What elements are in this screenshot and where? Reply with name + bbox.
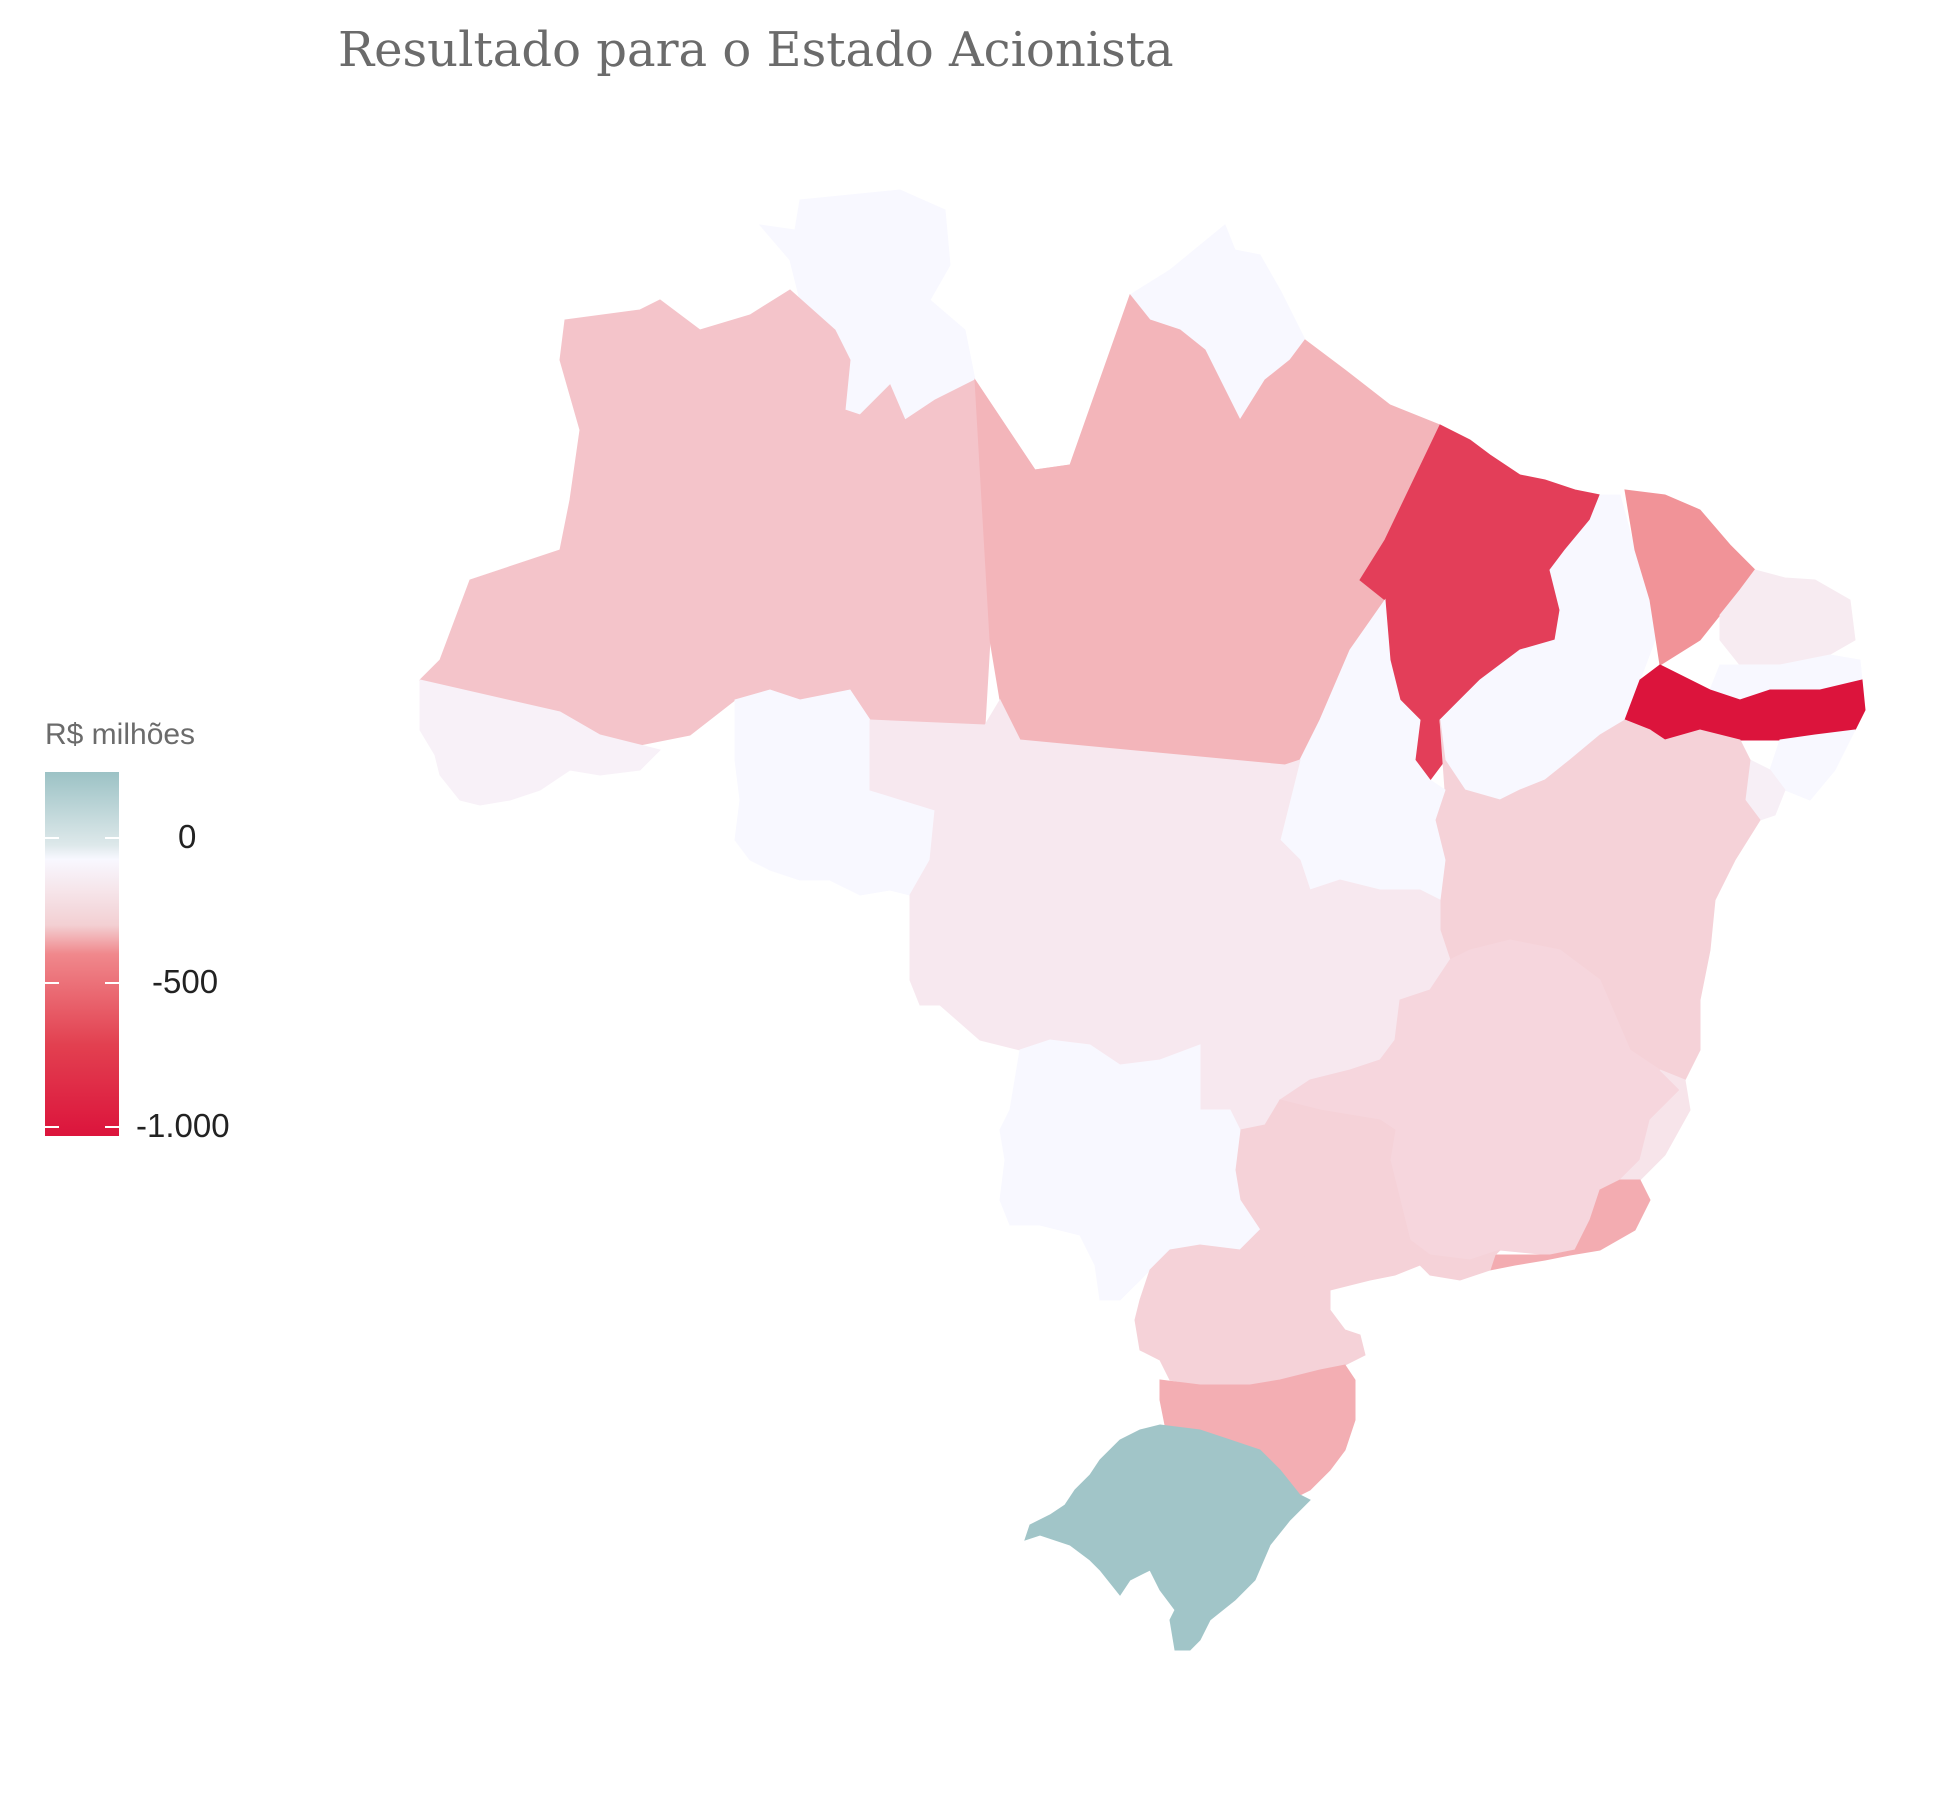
state-amazonas[interactable]: [419, 289, 1071, 746]
state-parana[interactable]: [1134, 1229, 1366, 1386]
colorbar-tick-left: [45, 837, 59, 840]
colorbar-tick-right: [105, 837, 119, 840]
colorbar: [45, 772, 119, 1136]
colorbar-tick-right: [105, 1126, 119, 1129]
colorbar-tick-left: [45, 981, 59, 984]
chart-title: Resultado para o Estado Acionista: [338, 22, 1174, 78]
state-rondonia[interactable]: [734, 689, 936, 896]
legend-title: R$ milhões: [45, 718, 196, 751]
colorbar-tick-right: [105, 981, 119, 984]
colorbar-tick-label: -1.000: [136, 1107, 230, 1145]
state-rio-grande-do-sul[interactable]: [1024, 1424, 1311, 1651]
colorbar-tick-label: -500: [152, 962, 219, 1000]
state-distrito-federal[interactable]: [1369, 974, 1396, 996]
colorbar-tick-label: 0: [178, 818, 197, 856]
state-acre[interactable]: [419, 679, 661, 806]
state-rio-de-janeiro[interactable]: [1489, 1179, 1651, 1271]
colorbar-tick-left: [45, 1126, 59, 1129]
